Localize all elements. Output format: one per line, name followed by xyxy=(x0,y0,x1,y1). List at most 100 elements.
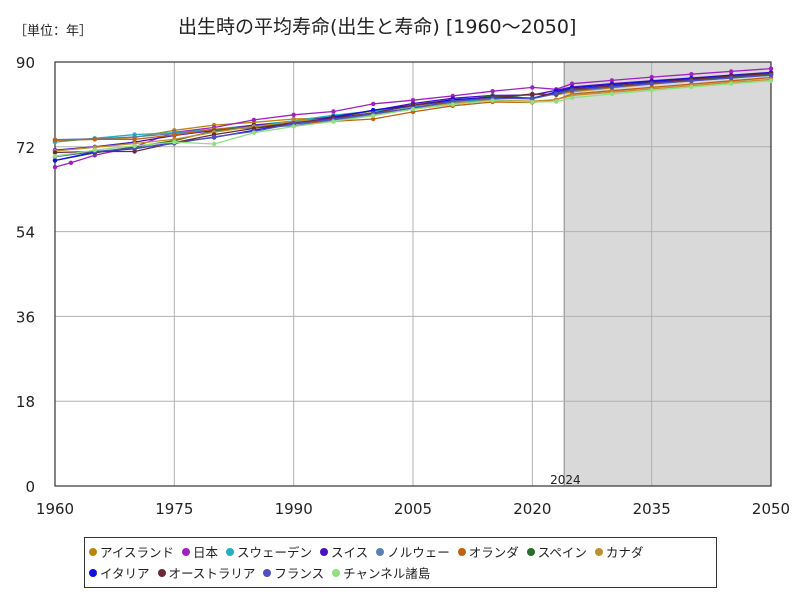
data-point xyxy=(729,75,734,81)
legend-label: フランス xyxy=(274,566,325,581)
data-point xyxy=(530,91,535,97)
x-tick-label: 2050 xyxy=(752,500,790,518)
y-tick-label: 0 xyxy=(25,478,35,496)
unit-label: ［単位：年］ xyxy=(14,24,93,39)
legend-item: アイスランド xyxy=(89,542,174,561)
legend-label: スペイン xyxy=(537,545,587,560)
legend-item: オーストラリア xyxy=(157,563,255,582)
legend-marker xyxy=(594,547,603,556)
legend-label: スウェーデン xyxy=(237,545,313,560)
data-point xyxy=(609,78,615,83)
series-line xyxy=(54,78,772,152)
data-point xyxy=(450,98,455,104)
data-point xyxy=(569,95,575,101)
legend-label: イタリア xyxy=(100,566,150,581)
data-point xyxy=(291,112,296,118)
data-point xyxy=(132,143,137,149)
x-tick-label: 1990 xyxy=(275,500,313,518)
data-point xyxy=(331,109,336,114)
y-tick-label: 36 xyxy=(16,308,35,326)
legend-marker xyxy=(263,568,272,577)
y-tick-label: 18 xyxy=(16,393,35,411)
data-point xyxy=(52,154,58,159)
data-point xyxy=(68,160,74,165)
legend-marker xyxy=(157,568,166,577)
legend-label: ノルウェー xyxy=(387,545,450,560)
legend-item: ノルウェー xyxy=(376,542,450,561)
data-point xyxy=(530,99,535,105)
data-point xyxy=(609,84,615,90)
data-point xyxy=(768,78,774,84)
data-point xyxy=(371,116,376,122)
data-point xyxy=(172,139,177,145)
data-point xyxy=(609,91,615,97)
data-point xyxy=(371,101,376,107)
x-tick-label: 2005 xyxy=(394,500,432,518)
legend-label: カナダ xyxy=(605,545,644,560)
data-point xyxy=(768,73,774,78)
data-point xyxy=(291,124,296,129)
data-point xyxy=(490,89,495,94)
legend-marker xyxy=(226,547,235,556)
legend-item: カナダ xyxy=(594,542,644,561)
legend-label: スイス xyxy=(331,545,369,560)
data-point xyxy=(52,158,58,163)
legend-marker xyxy=(89,568,97,577)
data-point xyxy=(689,84,694,90)
data-point xyxy=(729,81,734,86)
data-point xyxy=(92,147,98,153)
data-point xyxy=(649,81,654,86)
data-point xyxy=(554,91,559,96)
y-tick-label: 54 xyxy=(16,224,35,242)
data-point xyxy=(211,134,217,140)
data-point xyxy=(729,69,734,74)
y-tick-label: 72 xyxy=(16,139,35,157)
legend-row: アイスランド 日本 スウェーデン スイス ノルウェー オランダ スペイン カナダ xyxy=(89,541,716,562)
data-point xyxy=(530,96,535,101)
series-line xyxy=(54,80,772,157)
legend-label: チャンネル諸島 xyxy=(343,566,431,581)
legend-row: イタリア オーストラリア フランス チャンネル諸島 xyxy=(89,562,716,583)
legend-item: スペイン xyxy=(526,542,587,561)
legend-label: アイスランド xyxy=(100,545,175,560)
data-point xyxy=(132,149,137,154)
legend-marker xyxy=(526,547,535,556)
legend-marker xyxy=(457,547,466,556)
legend-item: オランダ xyxy=(457,542,519,561)
data-point xyxy=(530,85,535,90)
data-point xyxy=(569,81,575,86)
legend-item: フランス xyxy=(263,563,324,582)
legend-label: 日本 xyxy=(193,545,219,560)
data-point xyxy=(251,117,257,123)
data-point xyxy=(52,150,58,155)
x-tick-label: 1960 xyxy=(36,500,74,518)
data-point xyxy=(211,141,217,147)
legend-label: オランダ xyxy=(468,545,519,560)
legend: アイスランド 日本 スウェーデン スイス ノルウェー オランダ スペイン カナダ イタリア オー… xyxy=(84,537,717,588)
x-tick-label: 2035 xyxy=(633,500,671,518)
data-point xyxy=(450,102,455,107)
legend-item: スウェーデン xyxy=(226,542,312,561)
legend-marker xyxy=(332,568,341,577)
data-point xyxy=(132,137,137,142)
plot-frame xyxy=(54,61,772,487)
chart-title: 出生時の平均寿命(出生と寿命) [1960〜2050] xyxy=(178,16,577,38)
data-point xyxy=(410,98,416,103)
forecast-region xyxy=(564,62,771,486)
data-point xyxy=(251,130,257,135)
data-point xyxy=(331,119,336,124)
data-point xyxy=(52,164,58,170)
data-point xyxy=(649,88,654,93)
series-line xyxy=(54,76,772,141)
legend-marker xyxy=(320,547,329,556)
forecast-year-label: 2024 xyxy=(550,473,581,487)
data-point xyxy=(554,99,559,104)
x-tick-label: 2020 xyxy=(513,500,551,518)
data-point xyxy=(768,66,774,71)
data-point xyxy=(490,98,495,103)
data-point xyxy=(689,78,694,84)
data-point xyxy=(52,138,58,143)
data-point xyxy=(172,132,177,138)
data-point xyxy=(371,113,376,118)
